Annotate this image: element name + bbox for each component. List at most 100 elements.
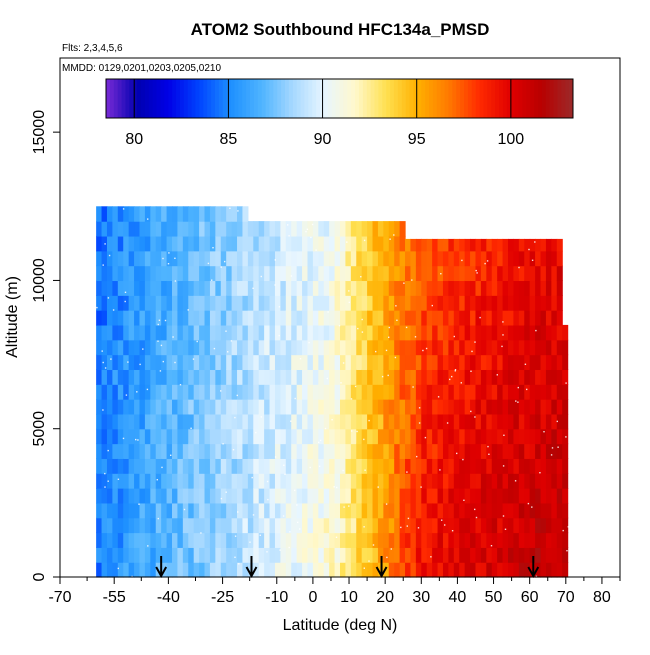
- heatmap-cell: [258, 265, 265, 282]
- heatmap-cell: [139, 532, 146, 548]
- heatmap-cell: [302, 562, 309, 578]
- heatmap-cell: [264, 265, 271, 282]
- heatmap-cell: [161, 443, 168, 459]
- heatmap-cell: [123, 443, 130, 459]
- heatmap-cell: [302, 265, 309, 282]
- heatmap-cell: [475, 488, 482, 504]
- heatmap-cell: [524, 458, 531, 474]
- heatmap-cell: [280, 473, 287, 489]
- heatmap-cell: [502, 547, 509, 563]
- heatmap-cell: [562, 458, 569, 474]
- sample-point: [527, 502, 530, 505]
- heatmap-cell: [405, 384, 412, 400]
- colorbar-swatch: [191, 79, 197, 118]
- sample-point: [361, 318, 363, 321]
- heatmap-cell: [199, 339, 206, 356]
- heatmap-cell: [421, 369, 428, 385]
- heatmap-cell: [442, 295, 449, 311]
- heatmap-cell: [226, 502, 233, 519]
- heatmap-cell: [172, 547, 179, 563]
- heatmap-cell: [329, 339, 336, 356]
- heatmap-cell: [231, 532, 238, 548]
- heatmap-cell: [226, 369, 233, 385]
- colorbar-swatch: [436, 79, 442, 118]
- heatmap-cell: [177, 413, 184, 430]
- heatmap-cell: [415, 265, 422, 282]
- heatmap-cell: [350, 517, 357, 534]
- x-tick-label: -70: [48, 589, 71, 606]
- heatmap-cell: [112, 473, 119, 489]
- heatmap-cell: [410, 310, 417, 326]
- heatmap-cell: [410, 547, 417, 563]
- heatmap-cell: [209, 206, 216, 222]
- heatmap-cell: [112, 488, 119, 504]
- heatmap-cell: [372, 235, 379, 252]
- heatmap-cell: [540, 369, 547, 385]
- heatmap-cell: [199, 250, 206, 267]
- heatmap-cell: [188, 384, 195, 400]
- heatmap-cell: [231, 399, 238, 415]
- heatmap-cell: [258, 443, 265, 459]
- heatmap-cell: [394, 517, 401, 534]
- heatmap-cell: [123, 206, 130, 222]
- sample-point: [227, 351, 229, 353]
- heatmap-cell: [172, 562, 179, 578]
- heatmap-cell: [253, 532, 260, 548]
- heatmap-cell: [188, 324, 195, 341]
- heatmap-cell: [193, 235, 200, 252]
- heatmap-cell: [437, 517, 444, 534]
- heatmap-cell: [274, 310, 281, 326]
- heatmap-cell: [182, 428, 189, 445]
- heatmap-cell: [491, 324, 498, 341]
- heatmap-cell: [432, 473, 439, 489]
- sample-point: [162, 360, 164, 363]
- heatmap-cell: [480, 280, 487, 296]
- heatmap-cell: [377, 280, 384, 296]
- sample-point: [414, 336, 417, 338]
- heatmap-cell: [96, 324, 103, 341]
- heatmap-cell: [432, 354, 439, 370]
- heatmap-cell: [307, 488, 314, 504]
- heatmap-cell: [323, 265, 330, 282]
- heatmap-cell: [144, 473, 151, 489]
- heatmap-cell: [524, 413, 531, 430]
- heatmap-cell: [96, 369, 103, 385]
- heatmap-cell: [524, 562, 531, 578]
- heatmap-cell: [128, 384, 135, 400]
- heatmap-cell: [318, 443, 325, 459]
- heatmap-cell: [307, 354, 314, 370]
- heatmap-cell: [226, 280, 233, 296]
- colorbar-swatch: [265, 79, 270, 118]
- heatmap-cell: [291, 413, 298, 430]
- heatmap-cell: [475, 562, 482, 578]
- heatmap-cell: [323, 280, 330, 296]
- sample-point: [183, 508, 186, 511]
- heatmap-cell: [215, 532, 222, 548]
- heatmap-cell: [172, 488, 179, 504]
- heatmap-cell: [112, 324, 119, 341]
- heatmap-cell: [247, 339, 254, 356]
- heatmap-cell: [464, 443, 471, 459]
- heatmap-cell: [220, 428, 227, 445]
- colorbar-swatch: [545, 79, 551, 118]
- heatmap-cell: [274, 532, 281, 548]
- heatmap-cell: [556, 547, 563, 563]
- heatmap-cell: [394, 547, 401, 563]
- heatmap-cell: [540, 265, 547, 282]
- heatmap-cell: [367, 562, 374, 578]
- heatmap-cell: [356, 458, 363, 474]
- heatmap-cell: [144, 443, 151, 459]
- heatmap-cell: [204, 443, 211, 459]
- sample-point: [460, 382, 462, 384]
- sample-point: [386, 556, 388, 559]
- colorbar-swatch: [117, 79, 123, 118]
- heatmap-cell: [415, 310, 422, 326]
- heatmap-cell: [518, 265, 525, 282]
- heatmap-cell: [177, 532, 184, 548]
- heatmap-cell: [155, 265, 162, 282]
- heatmap-cell: [253, 399, 260, 415]
- heatmap-cell: [540, 502, 547, 519]
- heatmap-cell: [264, 502, 271, 519]
- heatmap-cell: [123, 324, 130, 341]
- sample-point: [255, 431, 257, 434]
